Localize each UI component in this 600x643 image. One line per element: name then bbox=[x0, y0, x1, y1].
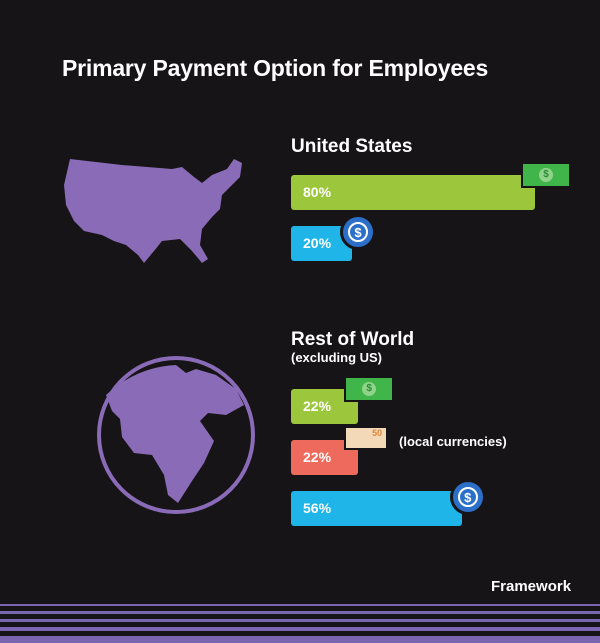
bar-1-2: 56% bbox=[291, 491, 462, 526]
stripe bbox=[0, 636, 600, 643]
bar-value-label: 22% bbox=[303, 449, 332, 465]
usdc-coin-icon: $ bbox=[449, 479, 486, 515]
globe-icon bbox=[97, 356, 255, 514]
group-label-us: United States bbox=[291, 136, 413, 157]
stripe bbox=[0, 611, 600, 614]
us-map-icon bbox=[64, 159, 242, 263]
usdc-coin-icon: $ bbox=[340, 214, 376, 250]
chart-title: Primary Payment Option for Employees bbox=[62, 55, 489, 81]
bar-value-label: 22% bbox=[303, 398, 332, 414]
stripe bbox=[0, 604, 600, 606]
bar-annotation: (local currencies) bbox=[399, 434, 507, 449]
bar-0-0: 80% bbox=[291, 175, 535, 210]
bar-value-label: 80% bbox=[303, 184, 332, 200]
stripe bbox=[0, 619, 600, 622]
group-label-row: Rest of World bbox=[291, 329, 415, 350]
cash-bill-icon: $ bbox=[521, 162, 571, 188]
bar-value-label: 20% bbox=[303, 235, 332, 251]
stripe bbox=[0, 627, 600, 631]
group-subtitle-row: (excluding US) bbox=[291, 350, 383, 365]
euro-bill-icon: 50 bbox=[344, 426, 389, 450]
bar-value-label: 56% bbox=[303, 500, 332, 516]
framework-logo: Framework bbox=[491, 578, 572, 595]
cash-bill-icon: $ bbox=[344, 376, 395, 402]
